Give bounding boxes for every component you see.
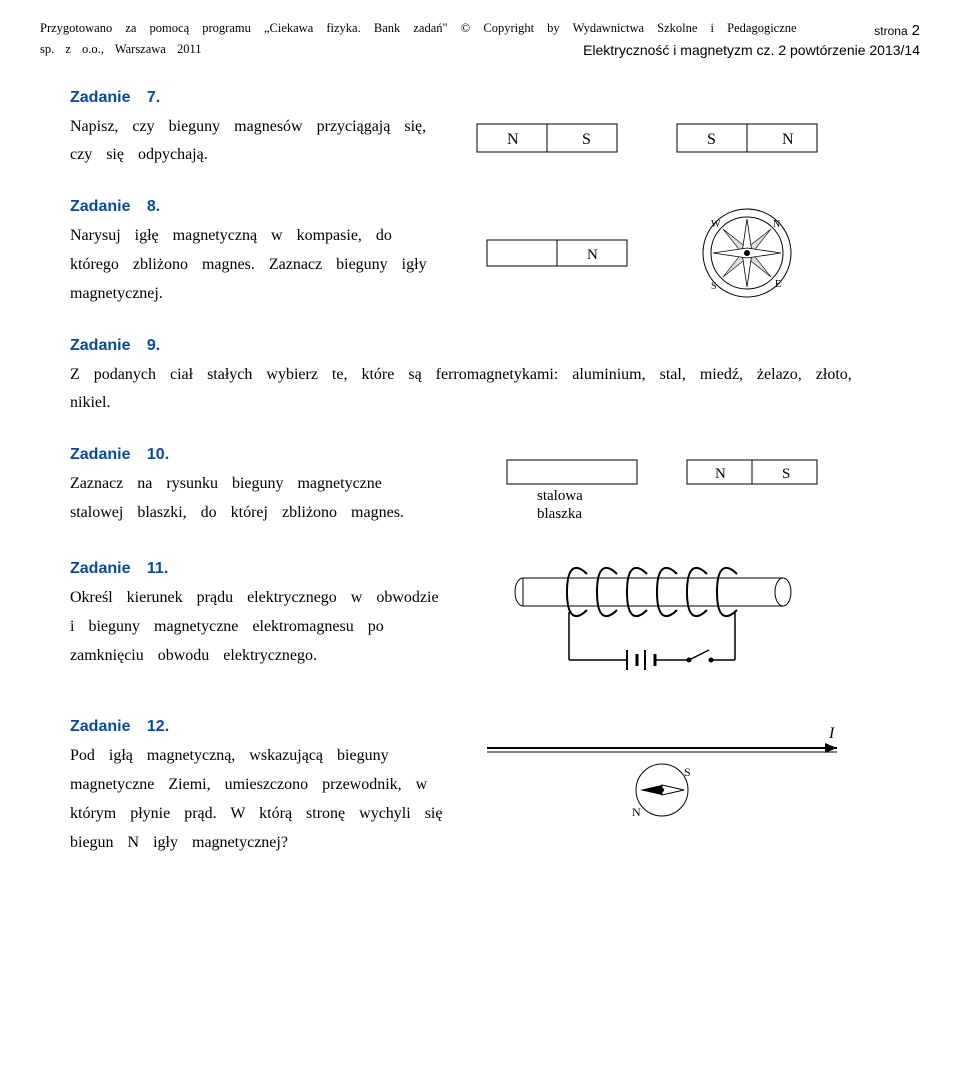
task-9-text: Z podanych ciał stałych wybierz te, któr… [70,361,890,419]
task-11-title: Zadanie 11. [70,560,447,578]
svg-text:N: N [587,247,598,263]
svg-text:N: N [507,131,519,148]
task-9: Zadanie 9. Z podanych ciał stałych wybie… [70,337,890,419]
header-subtitle: Elektryczność i magnetyzm cz. 2 powtórze… [583,41,920,61]
svg-text:N: N [632,805,641,819]
task-12-title: Zadanie 12. [70,718,447,736]
svg-text:S: S [684,765,691,779]
svg-text:S: S [782,466,790,482]
task-9-title: Zadanie 9. [70,337,890,355]
task-10-figure: stalowa blaszka N S [477,446,890,532]
task-7: Zadanie 7. Napisz, czy bieguny magnesów … [70,89,890,171]
task-12-figure: I N S [477,718,890,838]
task-8: Zadanie 8. Narysuj igłę magnetyczną w ko… [70,198,890,308]
task-7-text: Napisz, czy bieguny magnesów przyciągają… [70,113,447,171]
task-7-title: Zadanie 7. [70,89,447,107]
task-10: Zadanie 10. Zaznacz na rysunku bieguny m… [70,446,890,532]
task-8-title: Zadanie 8. [70,198,447,216]
svg-text:S: S [711,281,717,292]
task-7-figure: N S S N [477,89,890,159]
task-11-text: Określ kierunek prądu elektrycznego w ob… [70,584,447,670]
header-line1: Przygotowano za pomocą programu „Ciekawa… [40,20,797,41]
page: Przygotowano za pomocą programu „Ciekawa… [0,0,960,897]
svg-text:blaszka: blaszka [537,506,582,522]
task-8-figure: N [477,198,890,308]
svg-text:E: E [775,279,781,290]
task-12-text: Pod igłą magnetyczną, wskazującą bieguny… [70,742,447,857]
task-8-text: Narysuj igłę magnetyczną w kompasie, do … [70,222,447,308]
task-12: Zadanie 12. Pod igłą magnetyczną, wskazu… [70,718,890,857]
svg-text:I: I [828,725,835,742]
header-line2: sp. z o.o., Warszawa 2011 [40,41,202,61]
svg-text:stalowa: stalowa [537,488,583,504]
task-10-title: Zadanie 10. [70,446,447,464]
svg-text:N: N [715,466,726,482]
page-header: Przygotowano za pomocą programu „Ciekawa… [40,20,920,61]
svg-text:S: S [707,131,716,148]
content: Zadanie 7. Napisz, czy bieguny magnesów … [40,89,920,858]
svg-text:N: N [773,219,780,230]
page-number: strona2 [874,20,920,41]
svg-text:N: N [782,131,794,148]
task-11: Zadanie 11. Określ kierunek prądu elektr… [70,560,890,690]
task-10-text: Zaznacz na rysunku bieguny magnetyczne s… [70,470,447,528]
svg-text:S: S [582,131,591,148]
task-11-figure [477,560,890,690]
svg-text:W: W [711,219,721,230]
